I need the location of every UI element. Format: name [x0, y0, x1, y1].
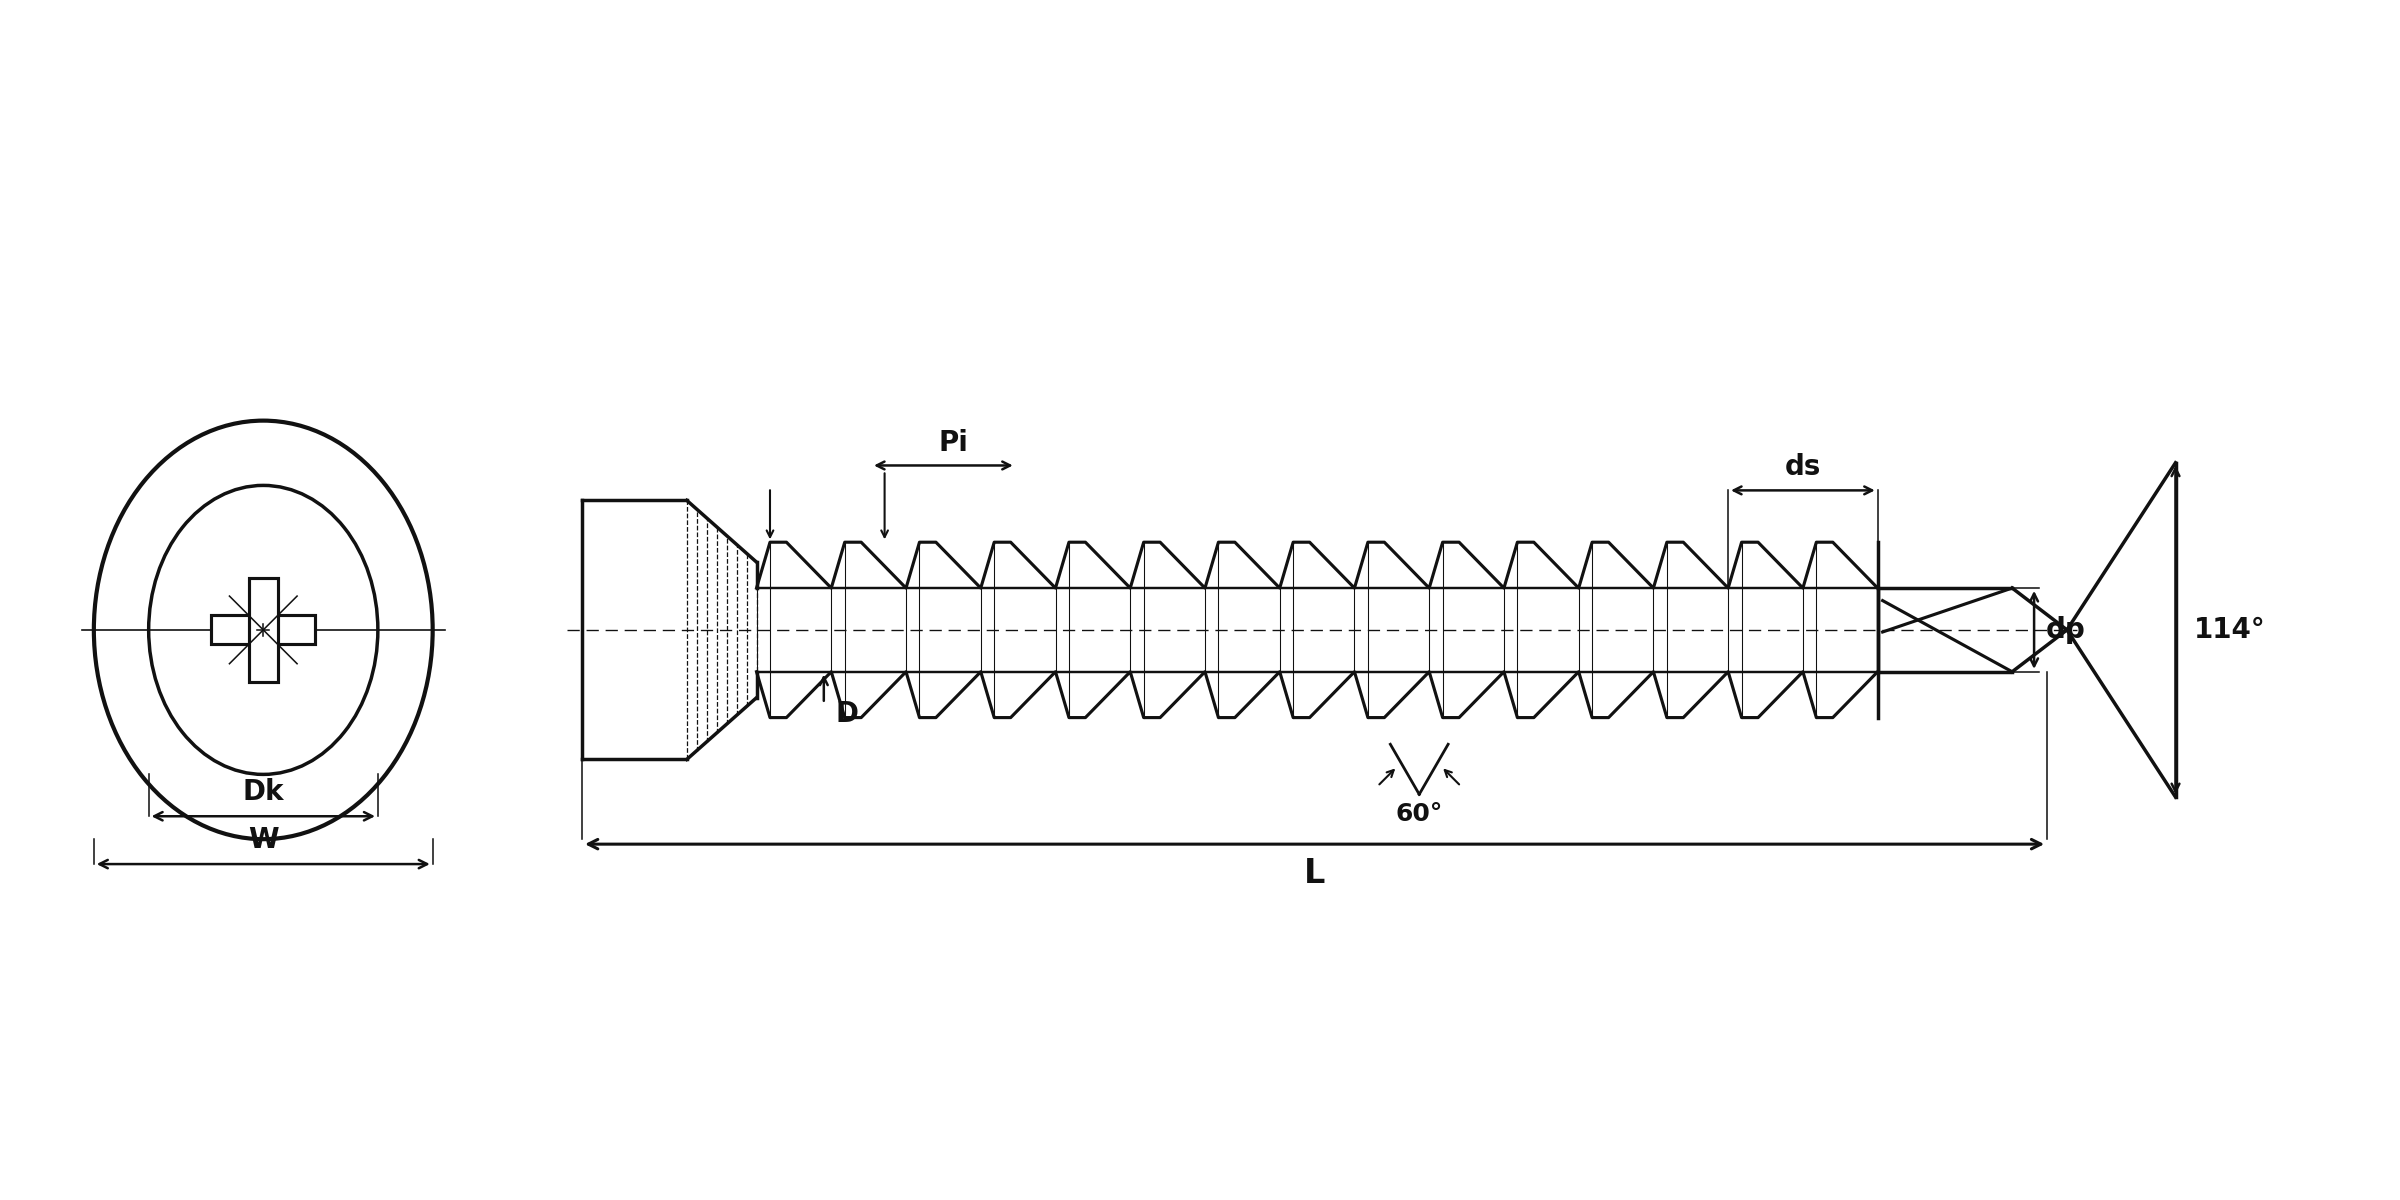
Text: L: L: [1303, 857, 1325, 890]
Bar: [211, 616, 314, 644]
Text: ds: ds: [1786, 454, 1822, 481]
Text: Pi: Pi: [938, 430, 967, 457]
Text: 114°: 114°: [2194, 616, 2266, 644]
Text: Dk: Dk: [242, 779, 283, 806]
Text: D: D: [835, 700, 859, 727]
Bar: [250, 578, 278, 682]
Text: dp: dp: [2047, 616, 2086, 644]
Text: 60°: 60°: [1394, 803, 1442, 827]
Text: W: W: [247, 826, 278, 854]
